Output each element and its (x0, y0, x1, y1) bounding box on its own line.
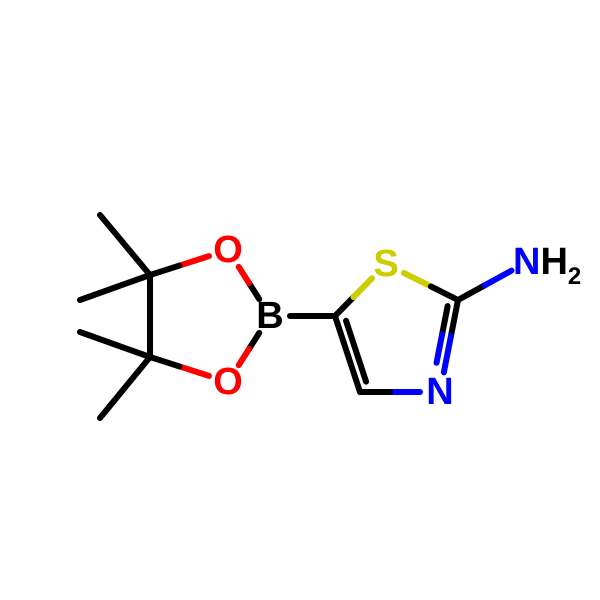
svg-text:S: S (373, 243, 398, 285)
molecule-diagram: BO O S N NH2 (0, 0, 600, 600)
svg-text:O: O (213, 361, 243, 403)
svg-text:O: O (213, 229, 243, 271)
svg-text:NH2: NH2 (513, 241, 581, 290)
svg-text:N: N (426, 371, 453, 413)
svg-text:B: B (256, 295, 283, 337)
